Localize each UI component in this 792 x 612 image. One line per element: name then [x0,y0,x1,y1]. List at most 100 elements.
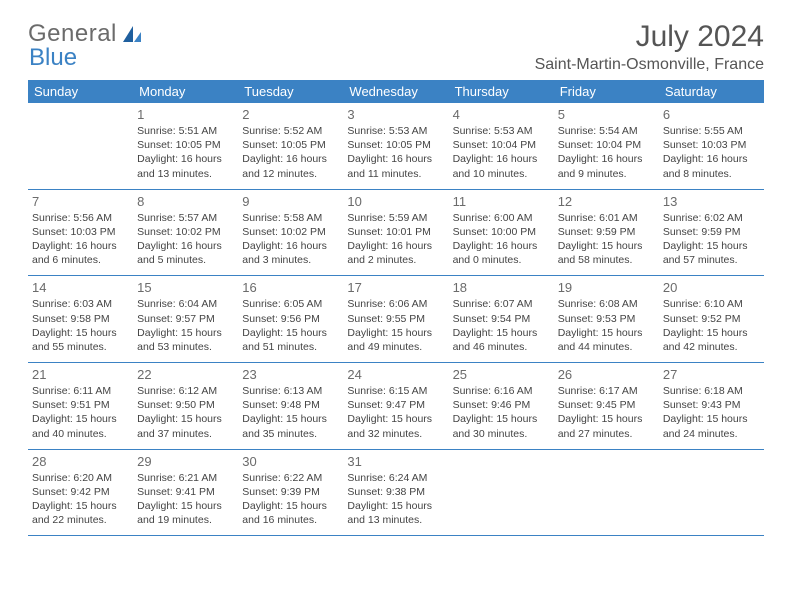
day-number: 3 [347,107,444,122]
sunset-line: Sunset: 9:43 PM [663,398,760,412]
daylight-line-2: and 13 minutes. [137,167,234,181]
daylight-line-1: Daylight: 15 hours [32,326,129,340]
daylight-line-1: Daylight: 16 hours [347,239,444,253]
sunrise-line: Sunrise: 6:03 AM [32,297,129,311]
calendar-day-cell: 15Sunrise: 6:04 AMSunset: 9:57 PMDayligh… [133,276,238,363]
daylight-line-2: and 51 minutes. [242,340,339,354]
calendar-table: SundayMondayTuesdayWednesdayThursdayFrid… [28,80,764,536]
calendar-day-cell: 6Sunrise: 5:55 AMSunset: 10:03 PMDayligh… [659,103,764,189]
daylight-line-2: and 8 minutes. [663,167,760,181]
weekday-header: Tuesday [238,80,343,103]
sunrise-line: Sunrise: 6:16 AM [453,384,550,398]
sunset-line: Sunset: 10:04 PM [453,138,550,152]
calendar-day-cell: 30Sunrise: 6:22 AMSunset: 9:39 PMDayligh… [238,449,343,536]
calendar-day-cell: 28Sunrise: 6:20 AMSunset: 9:42 PMDayligh… [28,449,133,536]
daylight-line-1: Daylight: 15 hours [32,499,129,513]
sunrise-line: Sunrise: 6:00 AM [453,211,550,225]
sunrise-line: Sunrise: 5:58 AM [242,211,339,225]
daylight-line-2: and 5 minutes. [137,253,234,267]
day-number: 29 [137,454,234,469]
daylight-line-2: and 24 minutes. [663,427,760,441]
day-number: 27 [663,367,760,382]
day-number: 26 [558,367,655,382]
weekday-header: Wednesday [343,80,448,103]
daylight-line-1: Daylight: 15 hours [558,326,655,340]
daylight-line-1: Daylight: 15 hours [347,412,444,426]
title-block: July 2024 Saint-Martin-Osmonville, Franc… [535,20,764,74]
calendar-day-cell: 24Sunrise: 6:15 AMSunset: 9:47 PMDayligh… [343,363,448,450]
daylight-line-2: and 32 minutes. [347,427,444,441]
daylight-line-1: Daylight: 15 hours [242,499,339,513]
daylight-line-2: and 46 minutes. [453,340,550,354]
daylight-line-1: Daylight: 15 hours [558,412,655,426]
calendar-day-cell [449,449,554,536]
day-number: 15 [137,280,234,295]
sunrise-line: Sunrise: 5:57 AM [137,211,234,225]
daylight-line-1: Daylight: 15 hours [663,412,760,426]
calendar-week-row: 28Sunrise: 6:20 AMSunset: 9:42 PMDayligh… [28,449,764,536]
sunset-line: Sunset: 10:05 PM [347,138,444,152]
daylight-line-2: and 6 minutes. [32,253,129,267]
sunrise-line: Sunrise: 6:24 AM [347,471,444,485]
day-number: 5 [558,107,655,122]
sunrise-line: Sunrise: 6:15 AM [347,384,444,398]
sunrise-line: Sunrise: 6:01 AM [558,211,655,225]
daylight-line-1: Daylight: 15 hours [242,326,339,340]
calendar-day-cell: 1Sunrise: 5:51 AMSunset: 10:05 PMDayligh… [133,103,238,189]
day-number: 8 [137,194,234,209]
day-number: 31 [347,454,444,469]
daylight-line-1: Daylight: 16 hours [137,239,234,253]
calendar-day-cell: 18Sunrise: 6:07 AMSunset: 9:54 PMDayligh… [449,276,554,363]
sunrise-line: Sunrise: 6:17 AM [558,384,655,398]
calendar-week-row: 14Sunrise: 6:03 AMSunset: 9:58 PMDayligh… [28,276,764,363]
day-number: 4 [453,107,550,122]
calendar-day-cell: 2Sunrise: 5:52 AMSunset: 10:05 PMDayligh… [238,103,343,189]
daylight-line-2: and 27 minutes. [558,427,655,441]
daylight-line-2: and 53 minutes. [137,340,234,354]
calendar-day-cell: 25Sunrise: 6:16 AMSunset: 9:46 PMDayligh… [449,363,554,450]
day-number: 13 [663,194,760,209]
calendar-day-cell: 14Sunrise: 6:03 AMSunset: 9:58 PMDayligh… [28,276,133,363]
sunrise-line: Sunrise: 6:21 AM [137,471,234,485]
daylight-line-2: and 40 minutes. [32,427,129,441]
daylight-line-1: Daylight: 15 hours [137,412,234,426]
sunrise-line: Sunrise: 6:06 AM [347,297,444,311]
day-number: 17 [347,280,444,295]
day-number: 11 [453,194,550,209]
sunrise-line: Sunrise: 5:52 AM [242,124,339,138]
daylight-line-2: and 2 minutes. [347,253,444,267]
calendar-day-cell: 7Sunrise: 5:56 AMSunset: 10:03 PMDayligh… [28,189,133,276]
day-number: 12 [558,194,655,209]
calendar-body: 1Sunrise: 5:51 AMSunset: 10:05 PMDayligh… [28,103,764,536]
day-number: 24 [347,367,444,382]
daylight-line-1: Daylight: 16 hours [242,152,339,166]
calendar-day-cell: 10Sunrise: 5:59 AMSunset: 10:01 PMDaylig… [343,189,448,276]
calendar-day-cell: 16Sunrise: 6:05 AMSunset: 9:56 PMDayligh… [238,276,343,363]
daylight-line-1: Daylight: 15 hours [32,412,129,426]
calendar-day-cell: 3Sunrise: 5:53 AMSunset: 10:05 PMDayligh… [343,103,448,189]
sunrise-line: Sunrise: 5:56 AM [32,211,129,225]
weekday-header: Monday [133,80,238,103]
sunset-line: Sunset: 10:02 PM [242,225,339,239]
daylight-line-1: Daylight: 15 hours [242,412,339,426]
sunrise-line: Sunrise: 5:51 AM [137,124,234,138]
sunset-line: Sunset: 9:51 PM [32,398,129,412]
sunrise-line: Sunrise: 5:53 AM [453,124,550,138]
sunset-line: Sunset: 9:54 PM [453,312,550,326]
sunset-line: Sunset: 10:05 PM [242,138,339,152]
calendar-day-cell: 17Sunrise: 6:06 AMSunset: 9:55 PMDayligh… [343,276,448,363]
daylight-line-2: and 19 minutes. [137,513,234,527]
sunset-line: Sunset: 9:45 PM [558,398,655,412]
sunset-line: Sunset: 9:52 PM [663,312,760,326]
sunset-line: Sunset: 9:58 PM [32,312,129,326]
sunrise-line: Sunrise: 6:11 AM [32,384,129,398]
daylight-line-2: and 9 minutes. [558,167,655,181]
day-number: 25 [453,367,550,382]
calendar-day-cell: 29Sunrise: 6:21 AMSunset: 9:41 PMDayligh… [133,449,238,536]
sunset-line: Sunset: 9:41 PM [137,485,234,499]
day-number: 16 [242,280,339,295]
sunset-line: Sunset: 10:02 PM [137,225,234,239]
daylight-line-2: and 11 minutes. [347,167,444,181]
day-number: 28 [32,454,129,469]
daylight-line-2: and 58 minutes. [558,253,655,267]
